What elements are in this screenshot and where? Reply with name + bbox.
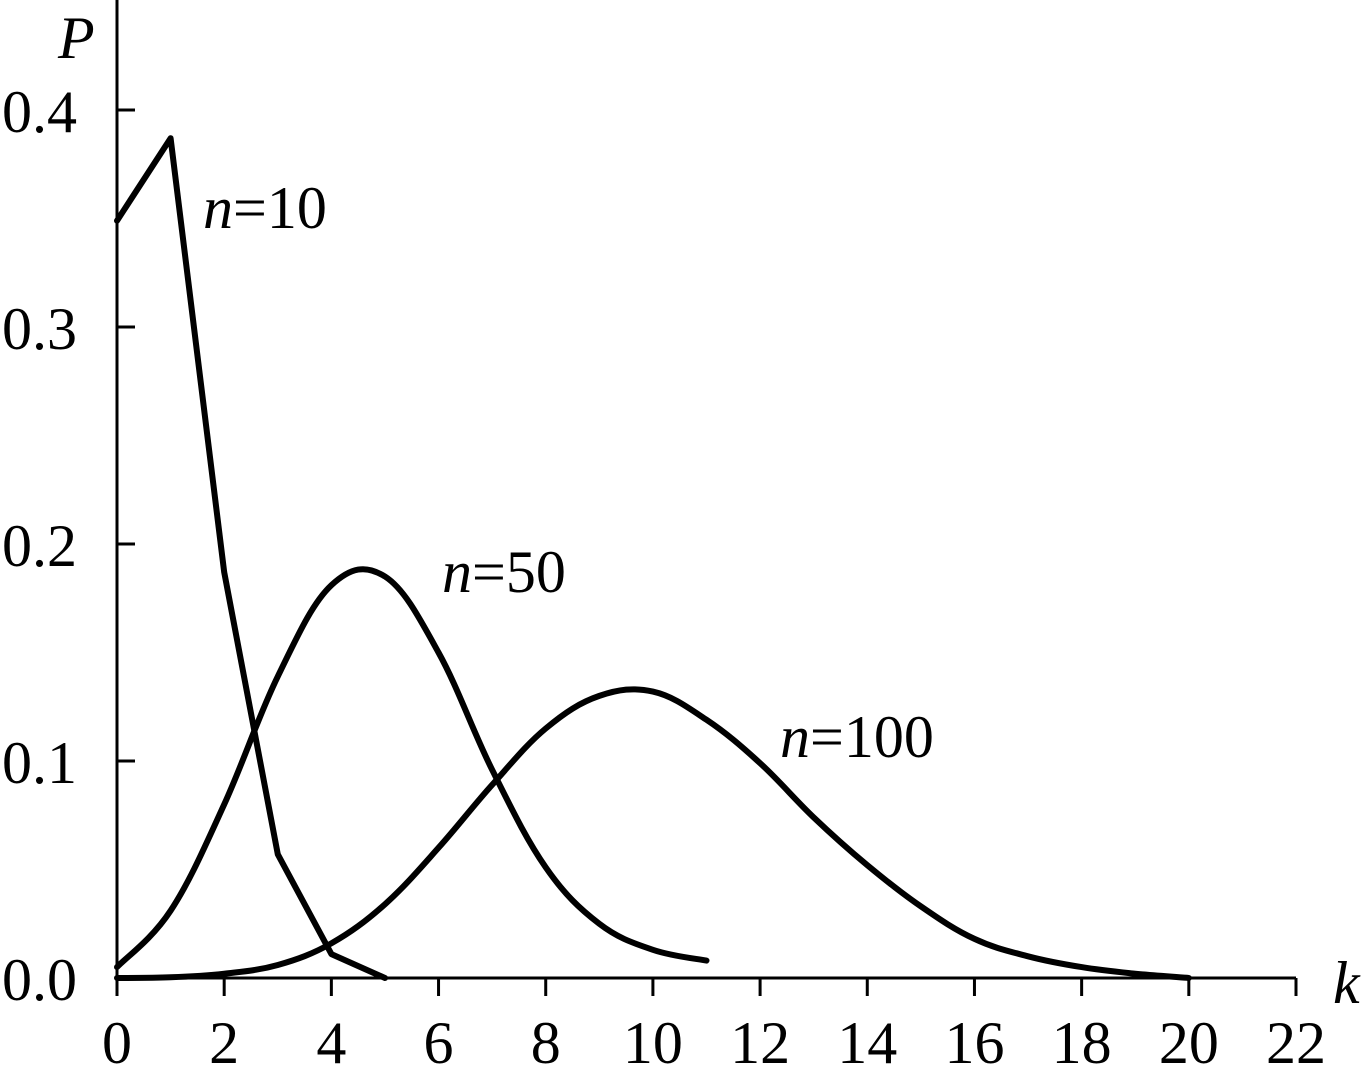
x-ticks: 0 2 4 6 8 10 12 14 16 18 20 22 — [102, 978, 1326, 1067]
x-tick-label: 2 — [209, 1010, 239, 1067]
x-tick-label: 10 — [623, 1010, 683, 1067]
series-n50-line — [114, 566, 710, 971]
x-tick-label: 16 — [944, 1010, 1004, 1067]
series-label-n10: n=10 — [203, 175, 327, 241]
x-tick-label: 8 — [531, 1010, 561, 1067]
y-tick-label: 0.1 — [2, 730, 77, 796]
x-tick-label: 12 — [730, 1010, 790, 1067]
y-ticks: 0.0 0.1 0.2 0.3 0.4 — [2, 79, 135, 1013]
series-label-n100: n=100 — [780, 704, 934, 770]
series-n10-line — [114, 135, 388, 981]
y-axis-label: P — [57, 5, 95, 71]
y-tick-label: 0.2 — [2, 513, 77, 579]
y-tick-label: 0.4 — [2, 79, 77, 145]
x-tick-label: 22 — [1266, 1010, 1326, 1067]
x-tick-label: 4 — [316, 1010, 346, 1067]
x-tick-label: 6 — [424, 1010, 454, 1067]
series-labels: n=10 n=50 n=100 — [203, 175, 934, 770]
series-group — [114, 135, 1192, 981]
x-axis-label: k — [1333, 950, 1361, 1016]
y-tick-label: 0.3 — [2, 296, 77, 362]
series-n100-line — [114, 686, 1192, 981]
x-tick-label: 20 — [1159, 1010, 1219, 1067]
x-tick-label: 14 — [837, 1010, 897, 1067]
axes: P k — [57, 0, 1361, 1016]
series-label-n50: n=50 — [442, 539, 566, 605]
y-tick-label: 0.0 — [2, 947, 77, 1013]
x-tick-label: 0 — [102, 1010, 132, 1067]
x-tick-label: 18 — [1052, 1010, 1112, 1067]
